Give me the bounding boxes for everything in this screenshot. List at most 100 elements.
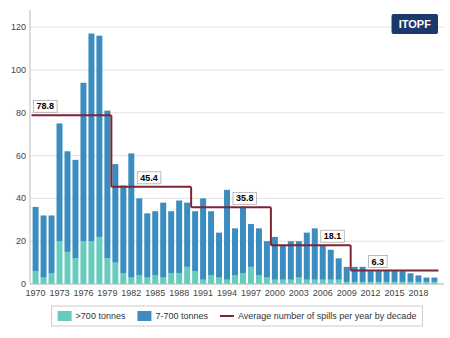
x-tick-label: 2018 bbox=[408, 288, 428, 298]
x-tick-label: 1970 bbox=[26, 288, 46, 298]
y-tick-label: 100 bbox=[11, 65, 26, 75]
bar bbox=[296, 278, 302, 284]
data-label-text: 78.8 bbox=[37, 101, 55, 111]
bar bbox=[128, 153, 134, 277]
bar bbox=[232, 275, 238, 284]
chart: 0204060801001201970197319761979198219851… bbox=[0, 0, 450, 338]
bar bbox=[232, 228, 238, 275]
bar bbox=[272, 280, 278, 284]
x-axis-line bbox=[30, 284, 444, 285]
bar bbox=[72, 258, 78, 284]
step-segment bbox=[271, 244, 351, 246]
data-label: 18.1 bbox=[321, 230, 345, 242]
x-tick-label: 2015 bbox=[385, 288, 405, 298]
bar bbox=[344, 267, 350, 282]
bar bbox=[256, 228, 262, 275]
bar bbox=[384, 271, 390, 282]
x-tick-label: 1979 bbox=[97, 288, 117, 298]
bar bbox=[72, 160, 78, 258]
bar bbox=[136, 198, 142, 275]
bar bbox=[96, 237, 102, 284]
step-connector bbox=[110, 115, 112, 186]
step-segment bbox=[351, 270, 439, 272]
bar bbox=[280, 245, 286, 279]
y-tick-label: 40 bbox=[16, 193, 26, 203]
bar bbox=[152, 211, 158, 275]
legend-frame bbox=[52, 306, 423, 326]
bar bbox=[160, 278, 166, 284]
logo-text: ITOPF bbox=[399, 18, 431, 30]
x-tick-label: 1997 bbox=[241, 288, 261, 298]
y-tick-label: 80 bbox=[16, 108, 26, 118]
y-tick-label: 60 bbox=[16, 151, 26, 161]
bar bbox=[224, 280, 230, 284]
bar bbox=[80, 83, 86, 241]
bar bbox=[248, 267, 254, 284]
legend-item: >700 tonnes bbox=[58, 311, 126, 321]
bar bbox=[248, 224, 254, 267]
legend-text: Average number of spills per year by dec… bbox=[238, 311, 416, 321]
bar bbox=[192, 211, 198, 271]
legend-swatch bbox=[220, 315, 234, 317]
bar bbox=[120, 273, 126, 284]
bar bbox=[49, 273, 55, 284]
bar bbox=[88, 241, 94, 284]
x-tick-label: 1985 bbox=[145, 288, 165, 298]
bar bbox=[288, 241, 294, 280]
bar bbox=[112, 164, 118, 262]
x-tick-label: 1973 bbox=[49, 288, 69, 298]
bar bbox=[65, 151, 71, 252]
bar bbox=[320, 245, 326, 279]
grid-line bbox=[30, 27, 444, 28]
bar bbox=[264, 241, 270, 277]
bar bbox=[33, 271, 39, 284]
legend-swatch bbox=[58, 311, 72, 321]
bar bbox=[240, 273, 246, 284]
bar bbox=[49, 216, 55, 274]
data-label: 35.8 bbox=[233, 192, 257, 204]
legend-item: 7-700 tonnes bbox=[137, 311, 208, 321]
tick-labels: 0204060801001201970197319761979198219851… bbox=[11, 22, 429, 298]
logo: ITOPF bbox=[392, 14, 438, 34]
legend-item: Average number of spills per year by dec… bbox=[220, 311, 416, 321]
bar bbox=[272, 237, 278, 280]
bar bbox=[328, 250, 334, 280]
y-tick-label: 20 bbox=[16, 236, 26, 246]
data-label-box bbox=[137, 172, 161, 184]
step-segment bbox=[191, 206, 271, 208]
bar bbox=[296, 241, 302, 277]
bar bbox=[336, 280, 342, 284]
x-tick-label: 1982 bbox=[121, 288, 141, 298]
bar bbox=[392, 271, 398, 282]
bar bbox=[280, 280, 286, 284]
bar bbox=[415, 275, 421, 281]
bar bbox=[168, 273, 174, 284]
bar bbox=[192, 271, 198, 284]
step-connector bbox=[350, 245, 352, 270]
data-label-box bbox=[34, 100, 58, 112]
x-tick-label: 2006 bbox=[313, 288, 333, 298]
bar bbox=[80, 241, 86, 284]
bar bbox=[96, 36, 102, 237]
bar bbox=[352, 267, 358, 282]
bar bbox=[104, 111, 110, 259]
data-labels: 78.845.435.818.16.3 bbox=[34, 100, 388, 267]
bar bbox=[376, 271, 382, 282]
bar bbox=[304, 280, 310, 284]
data-label-box bbox=[321, 230, 345, 242]
bar bbox=[312, 280, 318, 284]
bar bbox=[57, 123, 63, 241]
bar bbox=[368, 271, 374, 282]
x-tick-label: 1988 bbox=[169, 288, 189, 298]
bar bbox=[33, 207, 39, 271]
grid-line bbox=[30, 284, 444, 285]
step-segment bbox=[111, 186, 191, 188]
bar bbox=[128, 278, 134, 284]
bar bbox=[304, 233, 310, 280]
bar bbox=[184, 203, 190, 267]
data-label-text: 18.1 bbox=[324, 231, 342, 241]
legend-text: 7-700 tonnes bbox=[155, 311, 208, 321]
bar bbox=[336, 258, 342, 279]
bar bbox=[256, 275, 262, 284]
bar bbox=[65, 252, 71, 284]
